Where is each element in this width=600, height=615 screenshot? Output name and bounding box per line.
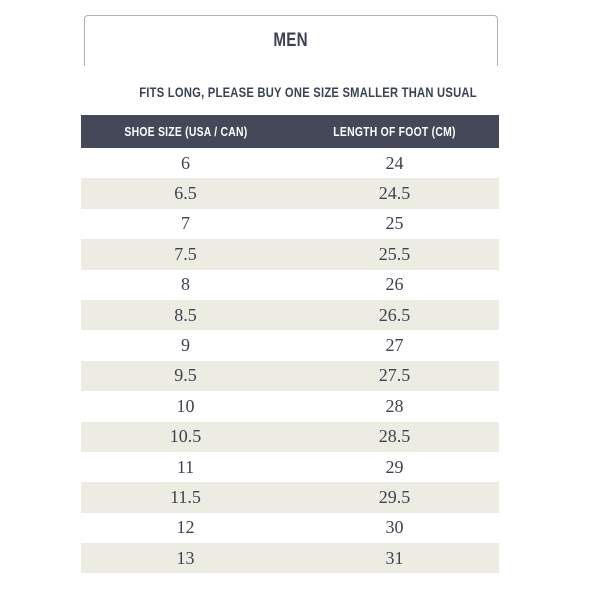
table-row: 7 25 (81, 209, 499, 239)
column-header-shoe-size: SHOE SIZE (USA / CAN) (81, 115, 290, 148)
table-row: 12 30 (81, 513, 499, 543)
table-cell: 27 (385, 335, 404, 356)
table-row: 10 28 (81, 391, 499, 421)
table-body: 6 24 6.5 24.5 7 25 7.5 25.5 8 26 8.5 26.5 9 27 9.5 27.5… (81, 148, 499, 574)
table-row: 11 29 (81, 452, 499, 482)
table-cell: 9.5 (174, 365, 197, 386)
table-row: 6 24 (81, 148, 499, 178)
size-table: SHOE SIZE (USA / CAN) LENGTH OF FOOT (CM… (81, 115, 499, 574)
table-cell: 29.5 (378, 486, 411, 507)
table-cell: 26.5 (378, 304, 411, 325)
column-header-foot-length: LENGTH OF FOOT (CM) (290, 115, 499, 148)
table-row: 10.5 28.5 (81, 421, 499, 452)
table-cell: 13 (176, 547, 195, 568)
table-cell: 28.5 (378, 426, 411, 447)
table-cell: 30 (385, 517, 404, 538)
table-cell: 11.5 (170, 486, 201, 507)
table-row: 7.5 25.5 (81, 239, 499, 270)
table-cell: 8.5 (174, 304, 197, 325)
table-cell: 25 (385, 213, 404, 234)
table-cell: 29 (385, 456, 404, 477)
table-cell: 24.5 (378, 183, 411, 204)
table-cell: 12 (176, 517, 195, 538)
table-cell: 11 (176, 456, 195, 477)
table-header-row: SHOE SIZE (USA / CAN) LENGTH OF FOOT (CM… (81, 115, 499, 148)
table-row: 8.5 26.5 (81, 299, 499, 331)
table-cell: 26 (385, 274, 404, 295)
table-cell: 7 (181, 213, 190, 234)
table-row: 6.5 24.5 (81, 178, 499, 209)
table-row: 11.5 29.5 (81, 482, 499, 513)
table-row: 9.5 27.5 (81, 360, 499, 392)
table-row: 8 26 (81, 270, 499, 300)
table-cell: 10 (176, 395, 195, 416)
table-cell: 25.5 (378, 243, 411, 264)
table-cell: 27.5 (378, 365, 411, 386)
table-row: 9 27 (81, 330, 499, 360)
table-row: 13 31 (81, 543, 499, 574)
fit-note-text: FITS LONG, PLEASE BUY ONE SIZE SMALLER T… (139, 84, 478, 100)
table-cell: 7.5 (174, 243, 197, 264)
table-cell: 31 (385, 547, 404, 568)
table-cell: 10.5 (169, 426, 202, 447)
men-tab[interactable]: MEN (84, 15, 498, 66)
table-cell: 8 (181, 274, 190, 295)
size-chart-page: MEN FITS LONG, PLEASE BUY ONE SIZE SMALL… (0, 15, 600, 574)
table-cell: 9 (181, 335, 190, 356)
fit-note: FITS LONG, PLEASE BUY ONE SIZE SMALLER T… (0, 84, 600, 100)
table-cell: 6.5 (174, 183, 197, 204)
tab-title: MEN (273, 30, 309, 51)
table-cell: 24 (385, 152, 404, 173)
table-cell: 6 (181, 152, 190, 173)
table-cell: 28 (385, 395, 404, 416)
